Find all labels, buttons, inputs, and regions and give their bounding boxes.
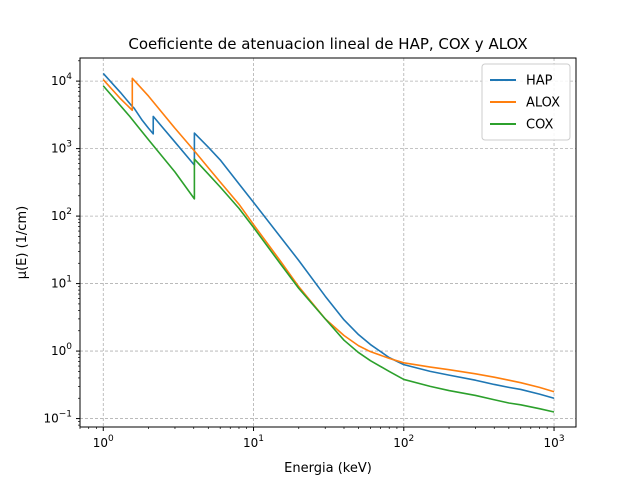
- series-group: [102, 72, 555, 413]
- y-tick-label: 101: [51, 275, 72, 291]
- x-tick-label: 102: [393, 434, 414, 450]
- legend-label: ALOX: [526, 96, 560, 111]
- y-axis-label: μ(E) (1/cm): [15, 206, 30, 279]
- y-tick-label: 102: [51, 207, 72, 223]
- x-tick-label: 101: [243, 434, 264, 450]
- plot-frame: [79, 57, 577, 428]
- y-tick-label: 10−1: [43, 410, 72, 426]
- x-axis-label: Energia (keV): [284, 461, 372, 476]
- legend-label: HAP: [526, 74, 553, 89]
- x-tick-label: 100: [93, 434, 114, 450]
- legend: HAP ALOX COX: [481, 63, 571, 141]
- y-tick-label: 100: [51, 342, 72, 358]
- series-line-cox: [102, 85, 555, 413]
- ticks: 100 101 102 103 10−1 100 101 102 103 104: [43, 60, 565, 450]
- y-tick-label: 104: [51, 72, 72, 88]
- legend-label: COX: [526, 118, 553, 133]
- y-tick-label: 103: [51, 140, 72, 156]
- x-tick-label: 103: [544, 434, 565, 450]
- legend-box: [481, 63, 571, 141]
- series-line-hap: [102, 72, 555, 400]
- chart-title: Coeficiente de atenuacion lineal de HAP,…: [128, 35, 527, 53]
